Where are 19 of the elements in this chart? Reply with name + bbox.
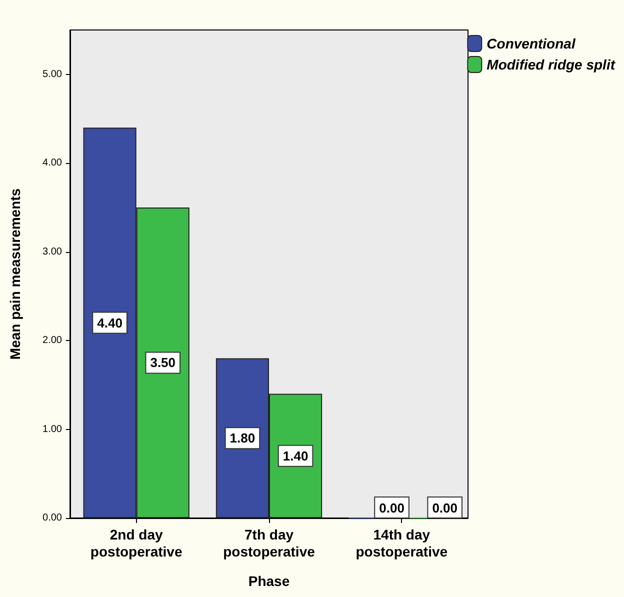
x-tick-label: 2nd day postoperative	[90, 526, 182, 560]
data-label: 4.40	[97, 315, 122, 330]
y-axis-title: Mean pain measurements	[7, 188, 23, 360]
y-tick-label: 2.00	[42, 335, 62, 346]
legend-label: Modified ridge split	[486, 56, 616, 72]
data-label: 0.00	[432, 500, 458, 516]
y-tick-label: 1.00	[42, 424, 62, 435]
data-label: 3.50	[150, 355, 176, 370]
y-tick-label: 0.00	[42, 512, 62, 524]
y-tick-label: 3.00	[42, 246, 62, 258]
data-label: 1.40	[282, 448, 308, 464]
x-tick-label: 7th day postoperative	[223, 526, 316, 560]
data-label: 1.80	[230, 430, 256, 446]
x-tick-label: 14th day postoperative	[356, 526, 448, 560]
data-label: 0.00	[379, 500, 404, 516]
legend-label: Conventional	[486, 36, 576, 52]
y-tick-label: 4.00	[42, 158, 62, 169]
y-tick-label: 5.00	[42, 68, 62, 80]
x-axis-title: Phase	[248, 573, 290, 589]
